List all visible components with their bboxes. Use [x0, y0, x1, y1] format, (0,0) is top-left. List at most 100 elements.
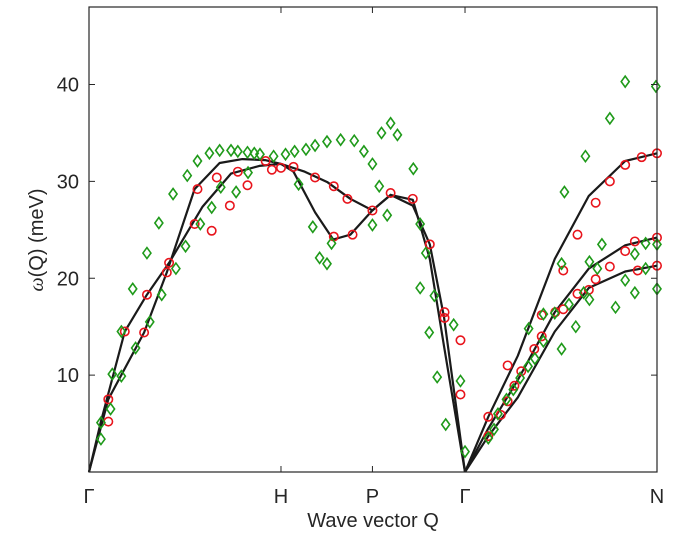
- x-tick-label: P: [366, 486, 379, 508]
- calc-circle-point: [385, 188, 396, 199]
- calc-circle-point: [189, 219, 200, 230]
- exp-diamond-point: [420, 246, 431, 260]
- calc-circle-point: [604, 176, 615, 187]
- exp-diamond-point: [382, 208, 393, 223]
- calc-circle-point: [139, 327, 150, 338]
- exp-diamond-point: [596, 237, 607, 252]
- exp-diamond-point: [523, 321, 534, 336]
- x-axis-label: Wave vector Q: [307, 510, 439, 532]
- calc-circle-point: [572, 229, 583, 240]
- exp-diamond-point: [483, 431, 494, 445]
- exp-diamond-point: [226, 143, 236, 158]
- exp-diamond-point: [293, 177, 304, 192]
- calc-circle-point: [192, 184, 203, 195]
- exp-diamond-point: [592, 261, 603, 276]
- exp-diamond-point: [95, 432, 106, 446]
- calc-circle-point: [328, 181, 339, 192]
- exp-diamond-point: [116, 324, 127, 339]
- dispersion-curve: [464, 236, 658, 473]
- y-tick-label: 40: [57, 75, 79, 97]
- calc-circle-point: [266, 164, 277, 175]
- exp-diamond-point: [538, 307, 549, 321]
- exp-diamond-point: [374, 179, 385, 194]
- exp-diamond-point: [314, 251, 325, 265]
- exp-diamond-point: [415, 281, 426, 295]
- exp-diamond-point: [455, 374, 466, 388]
- exp-diamond-point: [584, 254, 595, 269]
- calc-circle-point: [536, 331, 547, 342]
- exp-diamond-point: [584, 292, 595, 307]
- calc-circle-point: [502, 360, 513, 371]
- exp-diamond-point: [116, 369, 127, 383]
- exp-diamond-point: [610, 300, 621, 315]
- exp-diamond-point: [107, 367, 118, 382]
- exp-diamond-point: [367, 157, 378, 171]
- exp-diamond-point: [215, 180, 226, 195]
- calc-circle-point: [572, 288, 583, 299]
- exp-diamond-point: [415, 217, 426, 231]
- exp-diamond-point: [376, 126, 387, 140]
- x-tick-label: Γ: [460, 486, 471, 508]
- y-tick-label: 30: [57, 171, 79, 193]
- exp-diamond-point: [392, 128, 403, 142]
- calc-circle-point: [455, 335, 466, 346]
- exp-diamond-point: [559, 185, 570, 199]
- exp-diamond-point: [231, 185, 242, 199]
- exp-diamond-point: [549, 306, 560, 320]
- calc-circle-point: [141, 289, 152, 300]
- calc-circle-point: [407, 193, 418, 204]
- calc-circle-point: [103, 394, 114, 405]
- exp-diamond-point: [424, 325, 435, 340]
- exp-diamond-point: [232, 144, 243, 159]
- exp-diamond-point: [168, 187, 179, 201]
- calc-circle-point: [590, 197, 601, 208]
- calc-circle-point: [347, 229, 358, 240]
- exp-diamond-point: [604, 111, 615, 126]
- y-tick-label: 20: [57, 268, 79, 290]
- exp-diamond-point: [556, 342, 567, 356]
- calc-circle-point: [620, 159, 631, 170]
- x-tick-label: H: [274, 486, 288, 508]
- plot-frame: [88, 6, 658, 473]
- exp-diamond-point: [580, 149, 591, 164]
- exp-diamond-point: [105, 402, 116, 416]
- calc-circle-point: [604, 261, 615, 272]
- exp-diamond-point: [629, 285, 640, 300]
- exp-diamond-point: [523, 359, 534, 374]
- exp-diamond-point: [156, 287, 167, 302]
- exp-diamond-point: [144, 314, 155, 329]
- axes: 10 20 30 40 Γ H P Γ N: [57, 6, 664, 508]
- exp-diamond-point: [310, 138, 321, 153]
- exp-diamond-point: [206, 200, 217, 215]
- y-axis-symbol: ω: [26, 277, 48, 291]
- exp-diamond-point: [538, 334, 549, 349]
- calc-circle-point: [260, 156, 271, 167]
- exp-diamond-point: [508, 382, 519, 397]
- exp-diamond-point: [280, 147, 291, 162]
- calc-circle-point: [495, 409, 506, 420]
- exp-diamond-point: [289, 144, 300, 159]
- exp-diamond-point: [429, 288, 440, 303]
- exp-diamond-point: [300, 142, 311, 157]
- calc-circle-point: [288, 161, 299, 172]
- exp-diamond-point: [556, 256, 567, 271]
- calc-circle-point: [232, 166, 243, 177]
- exp-diamond-point: [170, 261, 181, 276]
- exp-diamond-point: [640, 236, 651, 251]
- exp-diamond-point: [243, 165, 254, 180]
- exp-diamond-point: [214, 143, 225, 158]
- exp-diamond-point: [367, 218, 378, 232]
- exp-diamond-point: [578, 285, 589, 300]
- calc-circle-point: [164, 257, 175, 268]
- exp-diamond-point: [563, 297, 574, 312]
- exp-diamond-point: [249, 146, 260, 161]
- calc-circle-point: [620, 246, 631, 257]
- exp-diamond-point: [204, 146, 215, 161]
- calc-circle-point: [558, 304, 569, 315]
- exp-diamond-point: [440, 417, 451, 432]
- exp-diamond-point: [127, 282, 138, 296]
- exp-diamond-point: [529, 351, 540, 366]
- calc-circle-point: [310, 172, 321, 183]
